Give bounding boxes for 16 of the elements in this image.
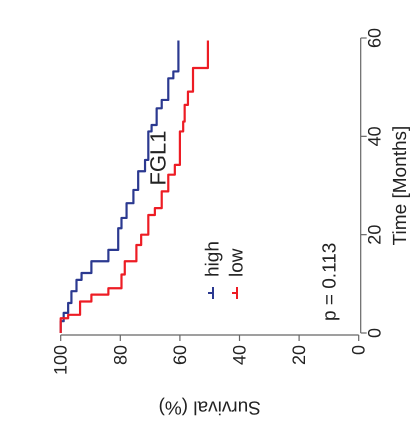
annotation: p = 0.113 xyxy=(320,242,340,321)
y-tick-label: 0 xyxy=(364,328,385,338)
x-tick-label: 20 xyxy=(289,345,310,366)
text: FGL1 xyxy=(146,130,170,186)
x-axis-title: Survival (%) xyxy=(158,396,261,418)
text: high xyxy=(202,241,224,277)
y-tick-label: 40 xyxy=(364,126,385,146)
x-tick-label: 0 xyxy=(348,345,369,356)
y-tick-label: 20 xyxy=(364,224,385,245)
x-tick-label: 80 xyxy=(110,345,130,366)
y-tick-label: 60 xyxy=(364,28,385,48)
x-tick-label: 60 xyxy=(170,345,190,366)
x-tick-label: 100 xyxy=(50,345,71,376)
y-axis-title: Time [Months] xyxy=(390,126,412,246)
text: low xyxy=(226,248,248,277)
x-tick-label: 40 xyxy=(230,345,250,366)
